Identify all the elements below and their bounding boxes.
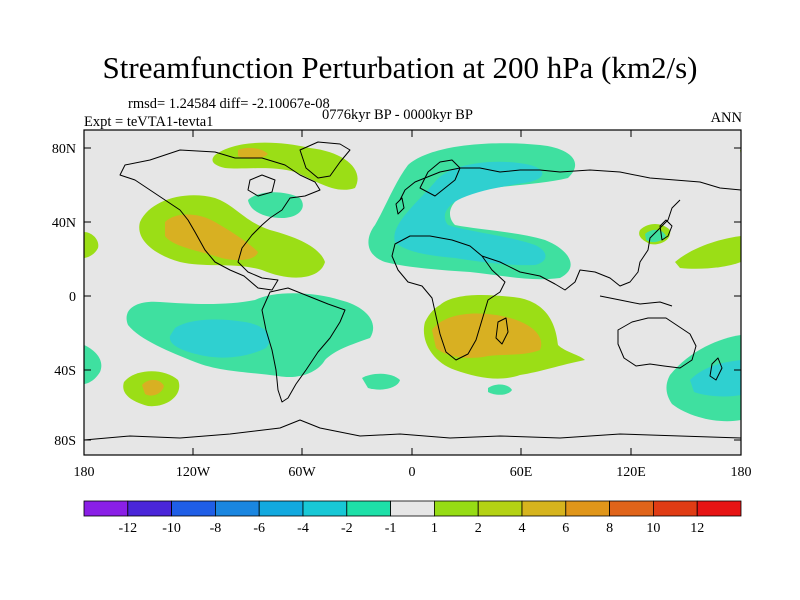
colorbar-box-2 — [171, 500, 216, 517]
africa-coastline — [391, 235, 506, 361]
madagascar-coastline — [495, 317, 509, 345]
lon-label-120e: 120E — [616, 465, 646, 480]
japan-coastline — [659, 219, 673, 241]
uk-coastline — [395, 197, 405, 215]
stats-line: rmsd= 1.24584 diff= -2.10067e-08 — [128, 96, 330, 112]
colorbar-box-9 — [477, 500, 523, 517]
colorbar-box-0 — [83, 500, 129, 517]
colorbar-labels: -12 -10 -8 -6 -4 -2 -1 1 2 4 6 8 10 12 — [118, 521, 704, 536]
asia-south-coastline — [481, 199, 681, 291]
hudson-bay-coastline — [247, 174, 276, 197]
colorbar-box-1 — [127, 500, 173, 517]
colorbar-box-13 — [653, 500, 698, 517]
colorbar-label-2: -8 — [210, 521, 222, 536]
contour-fields — [84, 142, 741, 422]
lon-label-60w: 60W — [288, 465, 316, 480]
europe-coastline — [399, 167, 741, 201]
lat-label-80s: 80S — [54, 434, 76, 449]
colorbar-label-11: 8 — [606, 521, 613, 536]
lat-tick-marks — [84, 147, 741, 441]
colorbar-box-6 — [346, 500, 391, 517]
south-pacific-west-negative-region — [84, 345, 102, 384]
colorbar-label-9: 4 — [519, 521, 526, 536]
south-america-strong-negative-region — [169, 319, 270, 358]
colorbar-label-6: -1 — [385, 521, 397, 536]
lat-tick-labels: 80N 40N 0 40S 80S — [52, 142, 76, 449]
colorbar-label-1: -10 — [162, 521, 181, 536]
lon-label-120w: 120W — [176, 465, 211, 480]
colorbar-label-3: -6 — [253, 521, 265, 536]
colorbar-box-3 — [214, 500, 260, 517]
lon-label-0: 0 — [409, 465, 416, 480]
colorbar-box-14 — [696, 500, 742, 517]
colorbar-box-8 — [433, 500, 479, 517]
lon-label-180w: 180 — [74, 465, 95, 480]
colorbar-box-12 — [609, 500, 654, 517]
africa-east-negative-region — [488, 384, 512, 395]
lon-label-180e: 180 — [731, 465, 752, 480]
australia-coastline — [617, 317, 697, 369]
experiment-label: Expt = teVTA1-tevta1 — [84, 114, 214, 130]
colorbar-label-12: 10 — [646, 521, 660, 536]
greenland-coastline — [299, 141, 351, 179]
colorbar-label-10: 6 — [562, 521, 569, 536]
australia-south-strong-negative-region — [690, 360, 741, 397]
lon-tick-marks — [83, 130, 742, 455]
lat-label-0: 0 — [69, 290, 76, 305]
colorbar-label-4: -4 — [297, 521, 309, 536]
colorbar-box-11 — [565, 500, 610, 517]
north-america-coastline — [119, 149, 321, 291]
southern-ocean-negative-region — [362, 373, 400, 390]
colorbar-label-5: -2 — [341, 521, 353, 536]
new-zealand-coastline — [709, 357, 723, 381]
strong-negative-anomaly-regions — [169, 161, 741, 397]
pacific-west-positive-region — [84, 232, 99, 258]
south-pacific-strong-positive-region — [142, 379, 164, 396]
lat-label-40n: 40N — [52, 216, 76, 231]
antarctica-coastline — [84, 419, 741, 441]
colorbar-box-10 — [521, 500, 567, 517]
colorbar-label-8: 2 — [475, 521, 482, 536]
colorbar-box-4 — [258, 500, 304, 517]
na-strong-positive-region — [165, 214, 258, 261]
lon-label-60e: 60E — [510, 465, 533, 480]
strong-positive-anomaly-regions — [142, 147, 542, 396]
plot-title: Streamfunction Perturbation at 200 hPa (… — [102, 50, 698, 85]
indonesia-coastline — [599, 295, 673, 307]
colorbar-boxes — [83, 500, 742, 517]
colorbar-label-13: 12 — [690, 521, 704, 536]
colorbar-box-5 — [302, 500, 348, 517]
period-label: 0776kyr BP - 0000kyr BP — [322, 107, 473, 123]
lon-tick-labels: 180 120W 60W 0 60E 120E 180 — [74, 465, 752, 480]
colorbar-box-7 — [390, 500, 435, 517]
africa-strong-positive-region — [432, 313, 542, 358]
lat-label-80n: 80N — [52, 142, 76, 157]
greenland-strong-positive-region — [238, 147, 268, 159]
eurasia-strong-negative-region — [394, 161, 546, 266]
south-america-coastline — [261, 287, 346, 403]
season-label: ANN — [710, 110, 742, 126]
pacific-east-positive-region — [675, 236, 741, 269]
lat-label-40s: 40S — [54, 364, 76, 379]
coastlines — [84, 141, 741, 441]
colorbar-label-0: -12 — [118, 521, 137, 536]
colorbar-label-7: 1 — [431, 521, 438, 536]
scandinavia-coastline — [419, 159, 461, 197]
